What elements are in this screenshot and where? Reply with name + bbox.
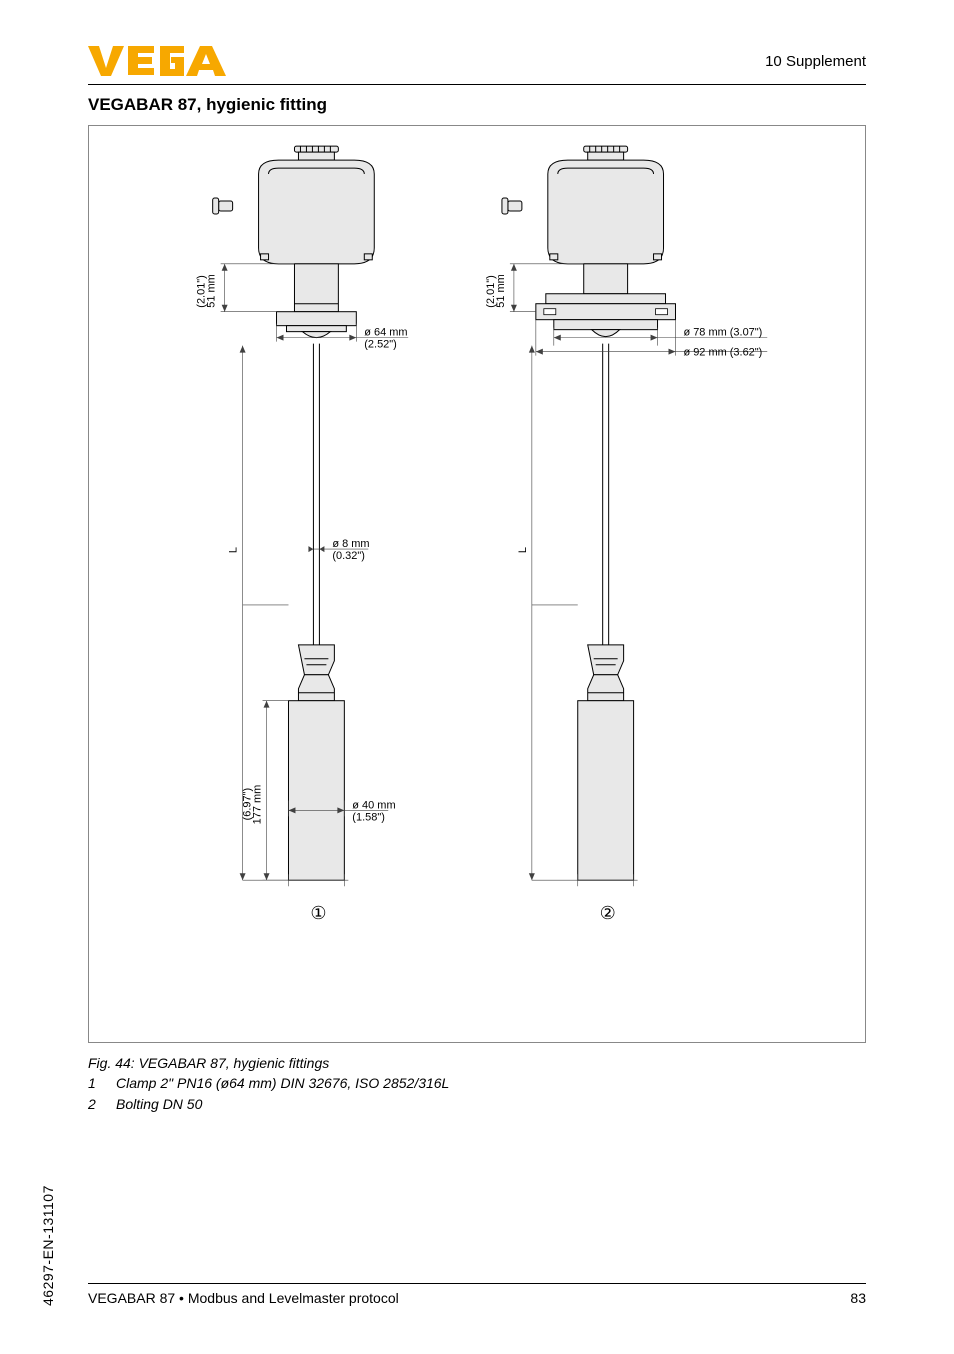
figure-container: 51 mm (2.01") ø 64 mm (2.52") ø 8 mm (0.… (88, 125, 866, 1043)
circle-2: ② (600, 903, 616, 923)
dim-probe-d-in: (1.58") (352, 811, 385, 823)
dim-flange-mm: ø 64 mm (364, 327, 407, 339)
dim2-d78: ø 78 mm (3.07") (683, 327, 762, 339)
supplement-label: 10 Supplement (765, 53, 866, 70)
dim-probe-d-mm: ø 40 mm (352, 799, 395, 811)
dim-cable-mm: ø 8 mm (332, 538, 369, 550)
caption-text-1: Clamp 2" PN16 (ø64 mm) DIN 32676, ISO 28… (116, 1075, 449, 1091)
dim-L: L (228, 547, 240, 553)
footer-product: VEGABAR 87 • Modbus and Levelmaster prot… (88, 1290, 399, 1306)
dim-probe-h-in: (6.97") (242, 788, 254, 821)
doc-id-vertical: 46297-EN-131107 (40, 1185, 56, 1306)
caption-title: Fig. 44: VEGABAR 87, hygienic fittings (88, 1053, 866, 1073)
caption-num-1: 1 (88, 1073, 116, 1093)
figure-caption: Fig. 44: VEGABAR 87, hygienic fittings 1… (88, 1053, 866, 1114)
vega-logo (88, 44, 228, 78)
dim-flange-in: (2.52") (364, 339, 397, 351)
section-title: VEGABAR 87, hygienic fitting (88, 95, 866, 115)
circle-1: ① (310, 903, 326, 923)
header-rule (88, 84, 866, 85)
dim2-neck-in: (2.01") (485, 275, 497, 308)
dim-cable-in: (0.32") (332, 550, 365, 562)
footer-rule (88, 1283, 866, 1284)
caption-num-2: 2 (88, 1094, 116, 1114)
dim2-L: L (517, 547, 529, 553)
dim2-d92: ø 92 mm (3.62") (683, 347, 762, 359)
footer-page: 83 (850, 1290, 866, 1306)
caption-text-2: Bolting DN 50 (116, 1096, 202, 1112)
dim-neck-in: (2.01") (196, 275, 208, 308)
